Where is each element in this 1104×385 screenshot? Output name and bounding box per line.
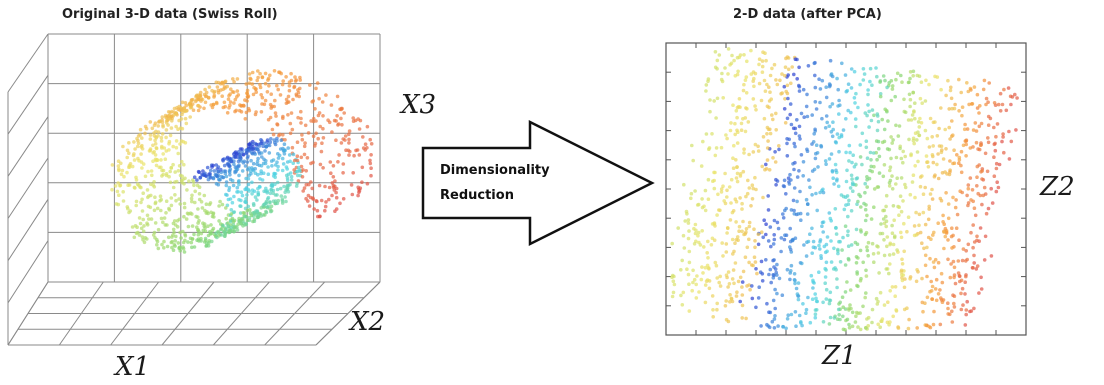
swiss-roll-scatter [110, 69, 374, 254]
axis-label-x2: X2 [350, 307, 386, 337]
cube-wireframe [7, 33, 381, 346]
axis-label-z2: Z2 [1040, 172, 1075, 202]
left-panel-title: Original 3-D data (Swiss Roll) [62, 7, 278, 22]
pca-scatter [670, 47, 1019, 332]
right-panel-title: 2-D data (after PCA) [733, 7, 882, 22]
arrow-label-line1: Dimensionality [440, 163, 550, 178]
pca-plot-ticks [666, 43, 1026, 335]
axis-label-z1: Z1 [822, 341, 857, 371]
axis-label-x3: X3 [401, 90, 437, 120]
arrow-label-line2: Reduction [440, 188, 514, 203]
axis-label-x1: X1 [115, 352, 151, 382]
dimensionality-reduction-arrow [421, 119, 655, 247]
